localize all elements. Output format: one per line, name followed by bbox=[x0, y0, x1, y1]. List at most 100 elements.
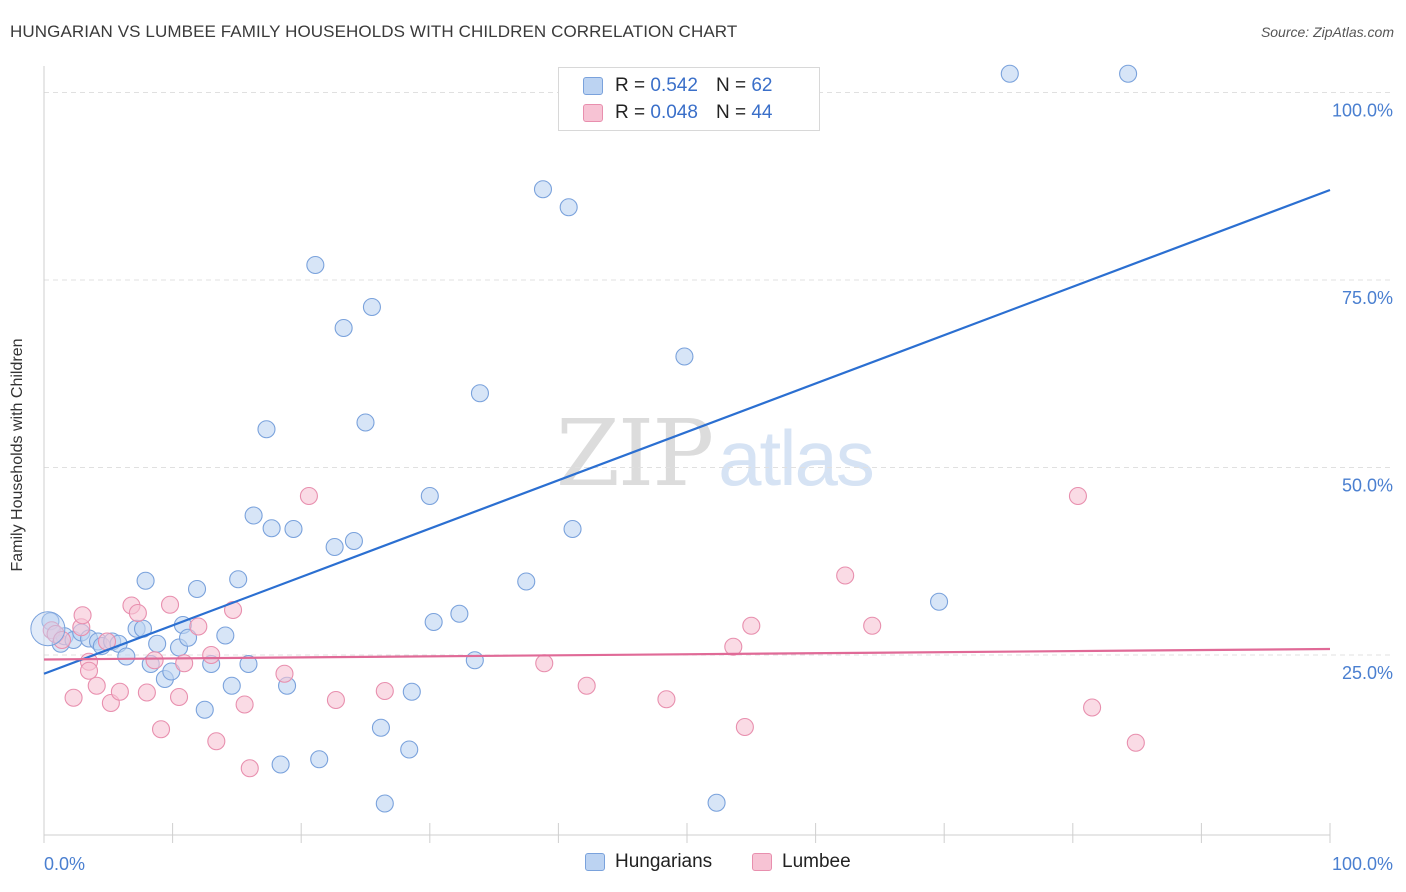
hungarians-point bbox=[334, 318, 353, 338]
hungarians-point bbox=[402, 682, 421, 701]
legend-row-hungarians: R = 0.542 N = 62 bbox=[583, 74, 772, 98]
lumbee-point bbox=[275, 664, 294, 683]
y-tick-label: 100.0% bbox=[1332, 101, 1393, 121]
hungarians-point bbox=[424, 612, 443, 632]
points-layer bbox=[30, 64, 1145, 813]
lumbee-point bbox=[240, 759, 259, 778]
n-value: 44 bbox=[751, 102, 773, 123]
hungarians-point bbox=[362, 297, 381, 317]
hungarians-point bbox=[420, 486, 439, 506]
axis-layer bbox=[43, 66, 1331, 843]
hungarians-point bbox=[195, 700, 214, 719]
n-value: 62 bbox=[751, 75, 773, 96]
hungarians-point bbox=[465, 651, 484, 670]
lumbee-trend-line bbox=[43, 647, 1331, 661]
hungarians-point bbox=[344, 531, 363, 551]
lumbee-point bbox=[742, 616, 761, 635]
legend-item-lumbee[interactable]: Lumbee bbox=[752, 851, 851, 873]
lumbee-point bbox=[73, 606, 92, 625]
hungarians-point bbox=[178, 628, 198, 647]
lumbee-point bbox=[207, 732, 226, 751]
hungarians-point bbox=[356, 413, 375, 432]
y-tick-label: 50.0% bbox=[1342, 476, 1393, 496]
hungarians-point bbox=[239, 654, 258, 674]
lumbee-point bbox=[863, 616, 882, 635]
n-label: N = bbox=[715, 75, 747, 96]
hungarians-point bbox=[707, 793, 726, 812]
watermark-atlas: atlas bbox=[718, 414, 875, 502]
hungarians-point bbox=[1000, 64, 1019, 83]
lumbee-point bbox=[128, 603, 147, 623]
lumbee-point bbox=[235, 695, 254, 714]
x-tick-label: 0.0% bbox=[44, 854, 85, 874]
hungarians-point bbox=[117, 647, 136, 666]
lumbee-point bbox=[87, 676, 106, 695]
lumbee-point bbox=[64, 688, 83, 707]
lumbee-legend-label: Lumbee bbox=[782, 851, 851, 872]
hungarians-point bbox=[930, 592, 949, 611]
hungarians-point bbox=[284, 519, 303, 539]
hungarians-point bbox=[271, 755, 290, 774]
y-tick-label: 75.0% bbox=[1342, 288, 1393, 308]
hungarians-point bbox=[262, 519, 281, 538]
hungarians-point bbox=[148, 634, 167, 653]
hungarians-point bbox=[244, 506, 263, 525]
hungarians-point bbox=[675, 347, 694, 366]
lumbee-point bbox=[535, 654, 554, 673]
lumbee-point bbox=[299, 486, 318, 506]
tick-label-layer: 25.0% 50.0% 75.0% 100.0% 0.0% 100.0% bbox=[44, 101, 1393, 875]
lumbee-point bbox=[657, 690, 676, 709]
lumbee-point bbox=[836, 566, 855, 585]
correlation-legend: R = 0.542 N = 62 R = 0.048 N = 44 bbox=[558, 67, 820, 131]
lumbee-point bbox=[151, 720, 171, 739]
hungarians-point bbox=[229, 570, 248, 589]
hungarians-point bbox=[559, 198, 578, 217]
hungarians-point bbox=[563, 519, 582, 539]
lumbee-point bbox=[1068, 486, 1087, 506]
hungarians-point bbox=[533, 180, 553, 199]
legend-row-lumbee: R = 0.048 N = 44 bbox=[583, 101, 772, 125]
hungarians-point bbox=[257, 420, 276, 439]
hungarians-point bbox=[325, 537, 344, 557]
n-label: N = bbox=[715, 102, 747, 123]
lumbee-point bbox=[375, 681, 394, 701]
lumbee-point bbox=[1126, 733, 1145, 752]
lumbee-point bbox=[202, 645, 221, 665]
lumbee-point bbox=[110, 682, 129, 701]
hungarians-point bbox=[306, 255, 325, 275]
y-tick-label: 25.0% bbox=[1342, 663, 1393, 683]
lumbee-point bbox=[577, 676, 596, 695]
hungarians-point bbox=[371, 718, 390, 737]
r-value: 0.542 bbox=[650, 75, 698, 96]
lumbee-legend-swatch bbox=[752, 853, 772, 871]
trend-layer bbox=[43, 188, 1331, 675]
lumbee-point bbox=[169, 687, 189, 707]
lumbee-point bbox=[735, 717, 754, 737]
hungarians-point bbox=[470, 384, 490, 403]
legend-item-hungarians[interactable]: Hungarians bbox=[585, 851, 712, 873]
x-tick-label: 100.0% bbox=[1332, 854, 1393, 874]
hungarians-point bbox=[187, 579, 207, 599]
lumbee-point bbox=[145, 651, 164, 670]
lumbee-point bbox=[1083, 698, 1102, 717]
series-legend: Hungarians Lumbee bbox=[0, 851, 1406, 877]
chart-title: HUNGARIAN VS LUMBEE FAMILY HOUSEHOLDS WI… bbox=[10, 22, 738, 41]
lumbee-point bbox=[52, 630, 72, 650]
lumbee-point bbox=[189, 617, 208, 636]
lumbee-point bbox=[724, 637, 743, 656]
lumbee-point bbox=[137, 683, 156, 702]
hungarians-point bbox=[216, 626, 235, 645]
r-label: R = bbox=[615, 75, 646, 96]
hungarians-trend-line bbox=[43, 188, 1331, 675]
hungarians-cluster-point bbox=[30, 611, 66, 647]
hungarians-swatch bbox=[583, 77, 603, 95]
hungarians-point bbox=[162, 662, 181, 681]
hungarians-point bbox=[517, 572, 536, 591]
hungarians-legend-swatch bbox=[585, 853, 605, 871]
hungarians-point bbox=[222, 676, 241, 695]
hungarians-point bbox=[1119, 64, 1138, 83]
r-label: R = bbox=[615, 102, 646, 123]
hungarians-point bbox=[310, 750, 329, 769]
source-label: Source: ZipAtlas.com bbox=[1260, 24, 1394, 40]
watermark: ZIPatlas bbox=[556, 400, 875, 507]
